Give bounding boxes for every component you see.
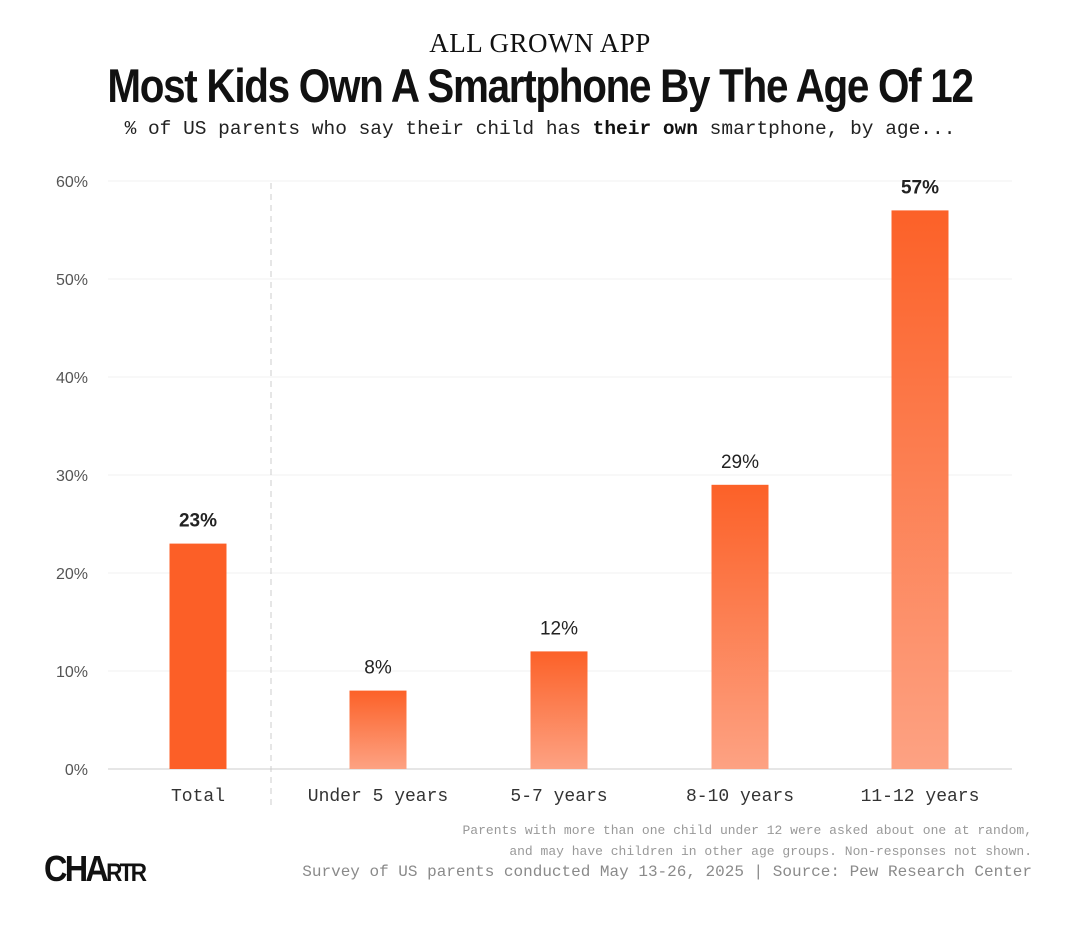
data-label: 8%	[364, 658, 392, 679]
subtitle-text-end: smartphone, by age...	[697, 118, 956, 140]
chart-subtitle: % of US parents who say their child has …	[0, 118, 1080, 140]
subtitle-text: % of US parents who say their child has	[124, 118, 593, 140]
x-tick-label: Total	[171, 787, 225, 807]
bar-4	[891, 210, 949, 769]
y-tick-label: 20%	[56, 566, 88, 583]
brand-label: ALL GROWN APP	[429, 28, 651, 58]
y-tick-label: 50%	[56, 272, 88, 289]
y-tick-label: 30%	[56, 468, 88, 485]
footnote-line-2: and may have children in other age group…	[509, 844, 1032, 859]
data-label: 29%	[721, 452, 759, 473]
chart-title: Most Kids Own A Smartphone By The Age Of…	[107, 59, 974, 112]
logo-main: CHA	[44, 848, 109, 889]
logo-small: RTR	[106, 859, 147, 887]
data-label: 57%	[901, 177, 939, 198]
chartr-logo: CHARTR	[44, 848, 147, 890]
x-tick-label: Under 5 years	[308, 787, 448, 807]
y-tick-label: 60%	[56, 174, 88, 191]
x-tick-label: 11-12 years	[861, 787, 980, 807]
y-tick-label: 0%	[65, 762, 88, 779]
footnote-line-1: Parents with more than one child under 1…	[462, 823, 1033, 838]
subtitle-emphasis: their own	[592, 118, 698, 140]
x-tick-label: 8-10 years	[686, 787, 794, 807]
y-tick-label: 10%	[56, 664, 88, 681]
data-label: 23%	[179, 511, 217, 532]
source-note: Survey of US parents conducted May 13-26…	[302, 863, 1032, 881]
x-tick-label: 5-7 years	[510, 787, 607, 807]
bar-0	[169, 543, 227, 769]
data-label: 12%	[540, 618, 578, 639]
y-tick-label: 40%	[56, 370, 88, 387]
bar-chart: 0% 10% 20% 30% 40% 50% 60% 23% Total 8% Under 5 y…	[56, 174, 1012, 808]
bar-3	[711, 484, 769, 769]
bar-2	[530, 651, 588, 769]
bar-1	[349, 690, 407, 769]
